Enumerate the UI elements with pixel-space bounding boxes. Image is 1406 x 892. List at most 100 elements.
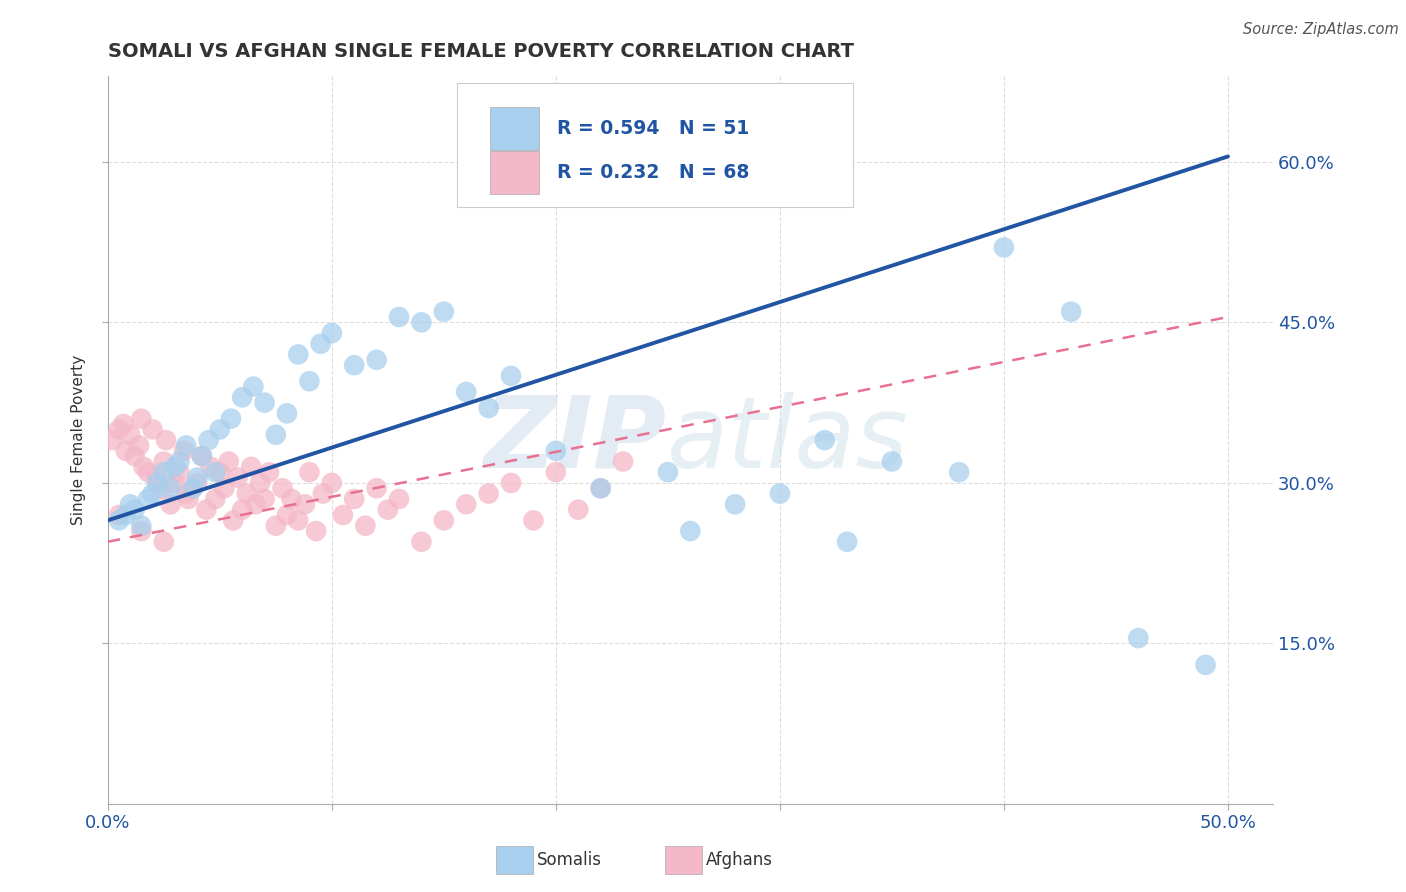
- Point: [321, 326, 343, 340]
- Point: [163, 475, 186, 490]
- Text: Source: ZipAtlas.com: Source: ZipAtlas.com: [1243, 22, 1399, 37]
- Point: [218, 454, 240, 468]
- Point: [204, 491, 226, 506]
- Point: [377, 502, 399, 516]
- Point: [204, 465, 226, 479]
- Point: [411, 534, 433, 549]
- Point: [287, 513, 309, 527]
- Point: [146, 470, 169, 484]
- Point: [298, 465, 321, 479]
- Point: [191, 449, 214, 463]
- Point: [242, 379, 264, 393]
- Point: [343, 358, 366, 372]
- Point: [1128, 631, 1150, 645]
- Point: [231, 502, 253, 516]
- Text: R = 0.594   N = 51: R = 0.594 N = 51: [557, 120, 749, 138]
- Point: [544, 443, 567, 458]
- Point: [136, 491, 159, 506]
- Text: Somalis: Somalis: [537, 851, 602, 869]
- Point: [159, 481, 181, 495]
- Point: [478, 401, 501, 415]
- Point: [264, 427, 287, 442]
- FancyBboxPatch shape: [457, 84, 853, 207]
- Point: [321, 475, 343, 490]
- Point: [112, 417, 135, 431]
- Point: [679, 524, 702, 538]
- Point: [287, 347, 309, 361]
- Point: [136, 465, 159, 479]
- Point: [433, 513, 456, 527]
- Point: [197, 433, 219, 447]
- Point: [124, 502, 146, 516]
- Point: [880, 454, 903, 468]
- Point: [114, 443, 136, 458]
- Point: [200, 459, 222, 474]
- Point: [1060, 304, 1083, 318]
- Text: atlas: atlas: [666, 392, 908, 489]
- Point: [240, 459, 263, 474]
- Point: [264, 518, 287, 533]
- Point: [245, 497, 267, 511]
- Point: [181, 481, 204, 495]
- FancyBboxPatch shape: [489, 151, 538, 194]
- Point: [208, 422, 231, 436]
- Point: [131, 518, 153, 533]
- Point: [155, 433, 177, 447]
- Point: [108, 513, 131, 527]
- Text: Afghans: Afghans: [706, 851, 773, 869]
- Point: [177, 491, 200, 506]
- Point: [366, 352, 388, 367]
- Point: [108, 422, 131, 436]
- Point: [411, 315, 433, 329]
- Point: [152, 454, 174, 468]
- Point: [309, 336, 332, 351]
- Point: [219, 411, 242, 425]
- FancyBboxPatch shape: [489, 108, 538, 151]
- Point: [305, 524, 328, 538]
- Point: [174, 486, 197, 500]
- Point: [142, 486, 165, 500]
- Point: [332, 508, 354, 522]
- Point: [1194, 657, 1216, 672]
- Point: [191, 449, 214, 463]
- Point: [174, 438, 197, 452]
- Point: [152, 465, 174, 479]
- Point: [567, 502, 589, 516]
- Text: SOMALI VS AFGHAN SINGLE FEMALE POVERTY CORRELATION CHART: SOMALI VS AFGHAN SINGLE FEMALE POVERTY C…: [108, 42, 853, 61]
- Text: R = 0.232   N = 68: R = 0.232 N = 68: [557, 163, 749, 182]
- Point: [388, 310, 411, 324]
- Point: [131, 524, 153, 538]
- Point: [132, 459, 155, 474]
- Text: ZIP: ZIP: [484, 392, 666, 489]
- Point: [271, 481, 294, 495]
- Point: [589, 481, 612, 495]
- Point: [195, 502, 218, 516]
- Point: [128, 438, 150, 452]
- Point: [142, 422, 165, 436]
- Point: [276, 508, 298, 522]
- Point: [544, 465, 567, 479]
- Point: [249, 475, 271, 490]
- Point: [948, 465, 970, 479]
- Point: [343, 491, 366, 506]
- Point: [163, 459, 186, 474]
- Point: [769, 486, 792, 500]
- Point: [222, 513, 245, 527]
- Point: [226, 470, 249, 484]
- Point: [354, 518, 377, 533]
- Y-axis label: Single Female Poverty: Single Female Poverty: [72, 355, 86, 525]
- Point: [657, 465, 679, 479]
- Point: [152, 534, 174, 549]
- Point: [294, 497, 316, 511]
- Point: [146, 475, 169, 490]
- Point: [312, 486, 335, 500]
- Point: [101, 433, 124, 447]
- Point: [150, 481, 173, 495]
- Point: [499, 368, 522, 383]
- Point: [366, 481, 388, 495]
- Point: [169, 454, 191, 468]
- Point: [253, 491, 276, 506]
- Point: [456, 384, 478, 399]
- Point: [433, 304, 456, 318]
- Point: [257, 465, 280, 479]
